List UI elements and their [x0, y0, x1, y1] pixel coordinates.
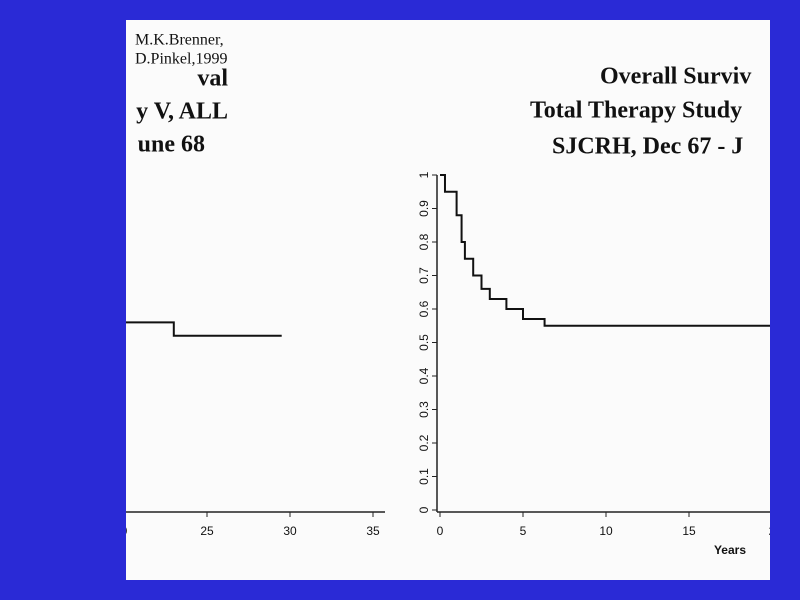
x-tick-label: 5: [520, 524, 527, 538]
chart-title: une 68: [138, 132, 205, 158]
survival-curve: [126, 321, 282, 337]
citation: M.K.Brenner,: [135, 32, 224, 49]
y-tick-label: 0.3: [417, 401, 431, 418]
y-tick-label: 0.8: [417, 233, 431, 250]
y-tick-label: 0.9: [417, 200, 431, 217]
x-tick-label: 0: [121, 524, 128, 538]
scan: [126, 20, 770, 580]
y-tick-label: 1: [417, 171, 431, 178]
y-tick-label: 0: [417, 506, 431, 513]
y-tick-label: 0.2: [417, 434, 431, 451]
content: M.K.Brenner, D.Pinkel,1999 val y V, ALL un…: [121, 32, 776, 557]
x-tick-label: 0: [437, 524, 444, 538]
x-tick-label: 10: [599, 524, 613, 538]
x-tick-label: 2: [769, 524, 776, 538]
x-tick-label: 25: [200, 524, 214, 538]
x-tick-label: 15: [682, 524, 696, 538]
y-tick-label: 0.4: [417, 367, 431, 384]
chart-title: y V, ALL: [136, 99, 228, 125]
chart-title: SJCRH, Dec 67 - J: [552, 134, 743, 160]
y-tick-label: 0.7: [417, 267, 431, 284]
y-tick-label: 0.1: [417, 468, 431, 485]
chart-title: val: [197, 66, 228, 92]
x-axis-label: Years: [714, 543, 746, 557]
citation: D.Pinkel,1999: [135, 51, 227, 68]
chart-title: Overall Surviv: [600, 64, 751, 90]
x-tick-label: 30: [283, 524, 297, 538]
y-tick-label: 0.6: [417, 300, 431, 317]
survival-curve: [440, 174, 770, 327]
chart-title: Total Therapy Study: [530, 98, 742, 124]
x-tick-label: 35: [366, 524, 380, 538]
y-tick-label: 0.5: [417, 334, 431, 351]
